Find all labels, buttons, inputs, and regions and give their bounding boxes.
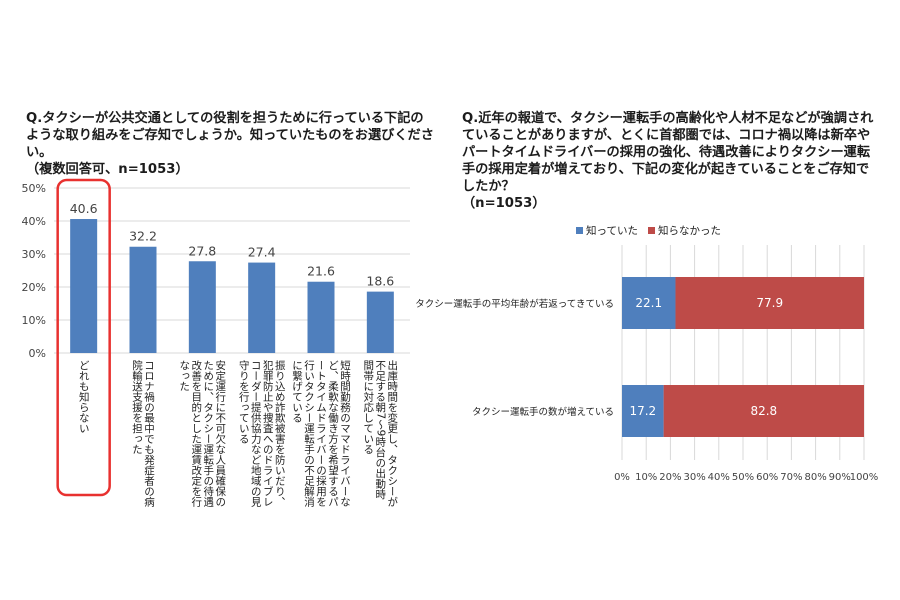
left-bar <box>307 281 335 353</box>
left-bar <box>248 262 276 353</box>
right-x-tick-label: 90% <box>829 472 851 483</box>
left-bar <box>366 291 394 353</box>
right-category-label: タクシー運転手の平均年齢が若返ってきている <box>415 298 614 310</box>
right-question-title: Q.近年の報道で、タクシー運転手の高齢化や人材不足などが強調されていることがあり… <box>462 111 874 211</box>
right-segment-value-label: 17.2 <box>629 404 656 418</box>
left-bar-value-label: 32.2 <box>129 229 157 244</box>
left-y-tick-label: 30% <box>22 248 46 261</box>
right-x-tick-label: 30% <box>683 472 705 483</box>
right-x-tick-label: 100% <box>850 472 879 483</box>
right-bar-segment <box>622 385 664 437</box>
highlight-box <box>56 178 111 497</box>
left-bar <box>188 261 216 353</box>
left-bar-value-label: 40.6 <box>70 201 98 216</box>
left-bar <box>70 219 98 353</box>
right-segment-value-label: 22.1 <box>635 296 662 310</box>
left-category-label: 短時間勤務のママドライバーなど、柔軟な働き方を希望するパートタイムドライバーの採… <box>291 359 351 508</box>
right-x-tick-label: 0% <box>614 472 630 483</box>
left-category-label: 振り込め詐欺被害を防いだり、犯罪防止や捜査へのドライブレコーダー提供協力など地域… <box>238 359 286 508</box>
left-bar-value-label: 27.8 <box>188 243 216 258</box>
right-segment-value-label: 77.9 <box>756 296 783 310</box>
left-category-label: どれも知らない <box>78 360 90 434</box>
right-bar-segment <box>622 277 676 329</box>
left-y-tick-label: 50% <box>22 182 46 195</box>
left-category-label: 出庫時間を変更し、タクシーが不足する朝7～9時台の出動時間帯に対応している <box>362 359 398 507</box>
left-y-tick-label: 20% <box>22 281 46 294</box>
left-y-tick-label: 10% <box>22 314 46 327</box>
left-question-title: Q.タクシーが公共交通としての役割を担うために行っている下記のような取り組みをご… <box>26 111 434 177</box>
left-bar-value-label: 21.6 <box>307 264 335 279</box>
left-bar-value-label: 18.6 <box>366 274 394 289</box>
legend-label: 知っていた <box>586 224 638 237</box>
right-x-tick-label: 50% <box>732 472 754 483</box>
right-x-tick-label: 10% <box>635 472 657 483</box>
right-segment-value-label: 82.8 <box>750 404 777 418</box>
legend-swatch <box>648 227 655 234</box>
right-x-tick-label: 80% <box>804 472 826 483</box>
right-category-label: タクシー運転手の数が増えている <box>472 406 614 418</box>
right-x-tick-label: 60% <box>756 472 778 483</box>
left-category-label: 安定運行に不可欠な人員確保のために、タクシー運転手の待遇改善を目的とした運賃改定… <box>178 359 226 508</box>
left-y-tick-label: 0% <box>29 347 46 360</box>
right-x-tick-label: 70% <box>780 472 802 483</box>
right-bar-segment <box>663 385 864 437</box>
left-bar-value-label: 27.4 <box>248 245 276 260</box>
left-y-tick-label: 40% <box>22 215 46 228</box>
legend-swatch <box>576 227 583 234</box>
left-category-label: コロナ禍の最中でも発症者の病院輸送支援を担った <box>131 359 155 508</box>
right-x-tick-label: 20% <box>659 472 681 483</box>
left-bar <box>129 246 157 353</box>
right-x-tick-label: 40% <box>708 472 730 483</box>
legend-label: 知らなかった <box>658 224 721 237</box>
right-bar-segment <box>675 277 864 329</box>
